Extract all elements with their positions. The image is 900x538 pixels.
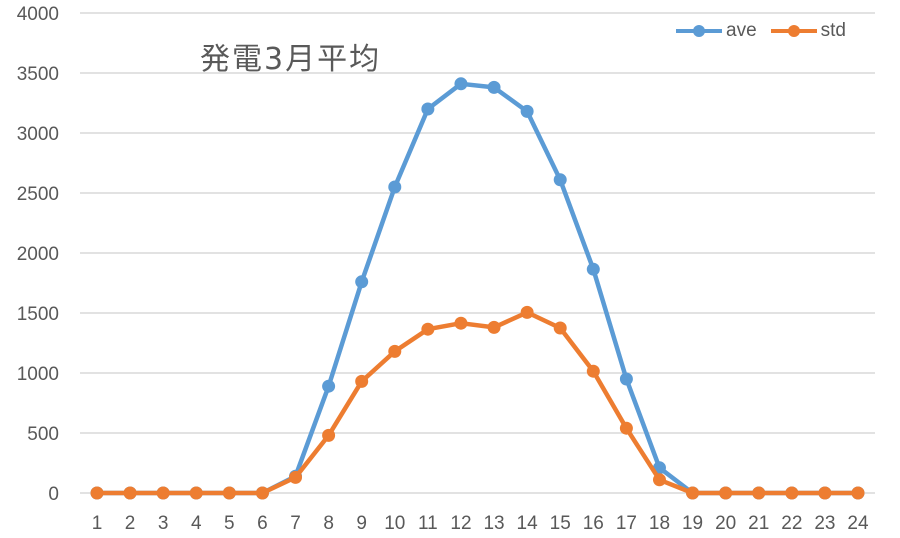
data-point-marker bbox=[388, 344, 402, 358]
x-tick-label: 7 bbox=[290, 513, 301, 534]
y-tick-label: 3000 bbox=[17, 124, 59, 145]
legend-item-ave: ave bbox=[676, 20, 757, 42]
series-lines bbox=[90, 77, 865, 500]
x-tick-label: 5 bbox=[224, 513, 235, 534]
x-tick-label: 14 bbox=[517, 513, 539, 534]
data-point-marker bbox=[454, 316, 468, 330]
x-tick-label: 19 bbox=[682, 513, 703, 534]
y-tick-label: 2500 bbox=[17, 184, 59, 205]
y-tick-label: 1000 bbox=[17, 364, 59, 385]
series-line bbox=[97, 81, 858, 496]
data-point-marker bbox=[619, 421, 633, 435]
data-point-marker bbox=[454, 77, 468, 91]
x-tick-label: 11 bbox=[418, 513, 438, 534]
data-point-marker bbox=[189, 486, 203, 500]
data-point-marker bbox=[520, 305, 534, 319]
series-std bbox=[90, 305, 865, 500]
x-tick-label: 6 bbox=[257, 513, 268, 534]
x-tick-label: 18 bbox=[649, 513, 670, 534]
data-point-marker bbox=[421, 102, 435, 116]
legend-label: ave bbox=[726, 20, 757, 41]
y-tick-label: 3500 bbox=[17, 64, 59, 85]
x-tick-label: 17 bbox=[616, 513, 637, 534]
data-point-marker bbox=[851, 486, 865, 500]
data-point-marker bbox=[322, 428, 336, 442]
x-tick-label: 4 bbox=[191, 513, 202, 534]
series-line bbox=[97, 310, 858, 496]
data-point-marker bbox=[553, 173, 567, 187]
x-tick-label: 20 bbox=[715, 513, 736, 534]
x-axis-ticks: 1 2 3 4 5 6 7 8 9 10 11 12 13 14 15 16 17 18 19 20 21 22 23 24 bbox=[92, 513, 869, 534]
data-point-marker bbox=[90, 486, 104, 500]
x-tick-label: 13 bbox=[483, 513, 504, 534]
data-point-marker bbox=[355, 374, 369, 388]
data-point-marker bbox=[156, 486, 170, 500]
data-point-marker bbox=[421, 322, 435, 336]
legend-line-marker-icon bbox=[770, 25, 817, 37]
data-point-marker bbox=[222, 486, 236, 500]
data-point-marker bbox=[652, 473, 666, 487]
data-point-marker bbox=[818, 486, 832, 500]
data-point-marker bbox=[487, 80, 501, 94]
data-point-marker bbox=[719, 486, 733, 500]
data-point-marker bbox=[388, 180, 402, 194]
legend-line-marker-icon bbox=[676, 25, 722, 37]
x-tick-label: 8 bbox=[323, 513, 334, 534]
y-tick-label: 2000 bbox=[17, 244, 59, 265]
data-point-marker bbox=[553, 321, 567, 335]
x-tick-label: 9 bbox=[356, 513, 367, 534]
x-tick-label: 10 bbox=[384, 513, 405, 534]
y-tick-label: 0 bbox=[48, 484, 59, 505]
x-tick-label: 1 bbox=[92, 513, 103, 534]
data-point-marker bbox=[487, 320, 501, 334]
data-point-marker bbox=[586, 262, 600, 276]
data-point-marker bbox=[520, 104, 534, 118]
x-tick-label: 3 bbox=[158, 513, 169, 534]
gridlines bbox=[80, 12, 875, 494]
data-point-marker bbox=[123, 486, 137, 500]
x-tick-label: 15 bbox=[550, 513, 571, 534]
legend-item-std: std bbox=[770, 20, 846, 42]
data-point-marker bbox=[355, 275, 369, 289]
y-axis-ticks: 0 500 1000 1500 2000 2500 3000 3500 4000 bbox=[17, 4, 59, 505]
data-point-marker bbox=[686, 486, 700, 500]
data-point-marker bbox=[322, 379, 336, 393]
x-tick-label: 12 bbox=[450, 513, 471, 534]
x-tick-label: 21 bbox=[748, 513, 769, 534]
legend: ave std bbox=[676, 20, 860, 42]
x-tick-label: 24 bbox=[847, 513, 869, 534]
chart-title: 発電3月平均 bbox=[200, 42, 382, 77]
x-tick-label: 2 bbox=[125, 513, 136, 534]
data-point-marker bbox=[289, 470, 303, 484]
y-tick-label: 4000 bbox=[17, 4, 59, 25]
y-tick-label: 500 bbox=[27, 424, 59, 445]
legend-label: std bbox=[820, 20, 846, 41]
data-point-marker bbox=[586, 364, 600, 378]
data-point-marker bbox=[255, 486, 269, 500]
y-tick-label: 1500 bbox=[17, 304, 59, 325]
data-point-marker bbox=[785, 486, 799, 500]
series-ave bbox=[90, 77, 865, 500]
x-tick-label: 23 bbox=[814, 513, 835, 534]
x-tick-label: 22 bbox=[781, 513, 802, 534]
data-point-marker bbox=[619, 372, 633, 386]
data-point-marker bbox=[752, 486, 766, 500]
x-tick-label: 16 bbox=[583, 513, 604, 534]
